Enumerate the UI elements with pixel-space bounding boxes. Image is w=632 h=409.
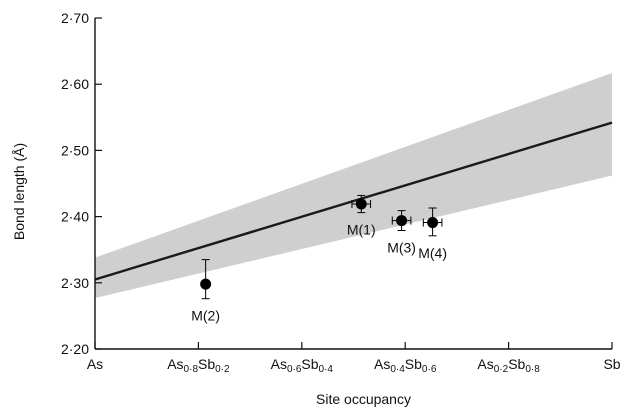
confidence-band [95, 72, 612, 299]
point-label: M(3) [387, 240, 416, 256]
data-point-m3: M(3) [387, 210, 416, 256]
y-tick-label: 2·40 [61, 209, 89, 225]
y-tick-label: 2·60 [61, 76, 89, 92]
y-tick-label: 2·30 [61, 275, 89, 291]
data-point-m4: M(4) [418, 207, 447, 261]
data-points-layer: M(2) M(1) M(3) M(4) [191, 194, 447, 324]
point-label: M(2) [191, 308, 220, 324]
x-tick-label: As0·4Sb0·6 [374, 356, 437, 375]
x-tick-label: As0·2Sb0·8 [477, 356, 540, 375]
trend-line-layer [94, 121, 613, 281]
confidence-band-layer [95, 72, 612, 299]
axes: 2·20 2·30 2·40 2·50 2·60 2·70 As As0·8Sb0·2 As0·… [61, 10, 621, 375]
y-axis-title: Bond length (Å) [11, 143, 27, 240]
data-marker [355, 198, 367, 210]
y-tick-label: 2·50 [61, 142, 89, 158]
x-tick-label: As0·6Sb0·4 [271, 356, 334, 375]
trend-line [94, 121, 613, 281]
x-tick-label: As [87, 356, 103, 372]
x-tick-label: As0·8Sb0·2 [167, 356, 230, 375]
x-tick-label: Sb [603, 356, 620, 372]
data-marker [396, 215, 408, 227]
data-point-m1: M(1) [347, 194, 376, 238]
data-marker [427, 217, 439, 229]
y-tick-label: 2·20 [61, 341, 89, 357]
x-axis-title: Site occupancy [316, 391, 411, 407]
y-tick-label: 2·70 [61, 10, 89, 26]
data-marker [200, 278, 212, 290]
point-label: M(4) [418, 245, 447, 261]
point-label: M(1) [347, 222, 376, 238]
data-point-m2: M(2) [191, 259, 220, 324]
